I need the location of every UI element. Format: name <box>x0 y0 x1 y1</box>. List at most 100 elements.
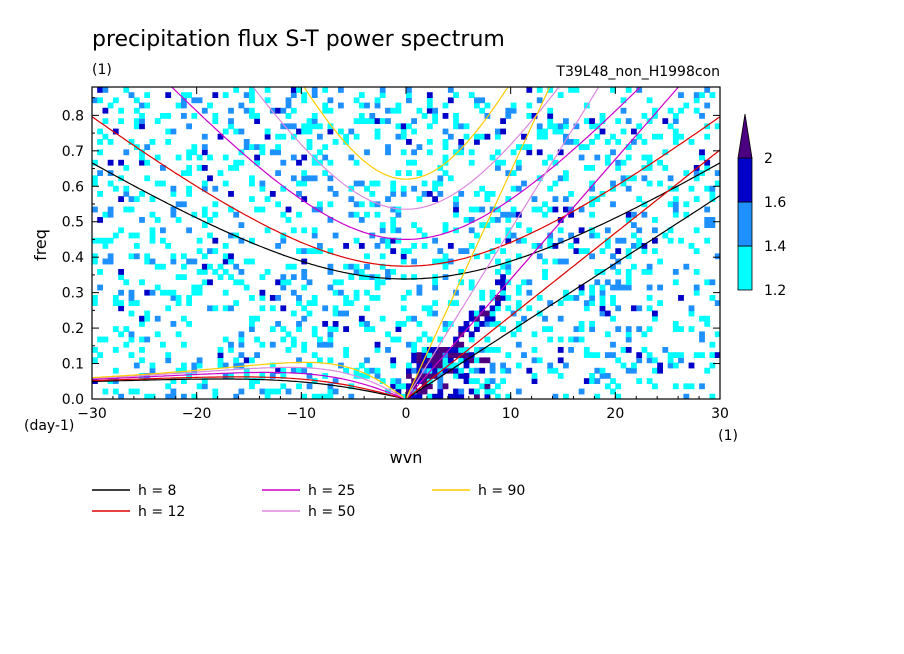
heat-cell <box>311 123 318 130</box>
heat-cell <box>604 352 611 358</box>
heat-cell <box>505 352 512 358</box>
heat-cell <box>207 279 213 286</box>
heat-cell <box>594 269 601 275</box>
heat-cell <box>348 274 355 280</box>
heat-cell <box>301 347 308 353</box>
heat-cell <box>599 373 606 379</box>
y-tick-label: 0.0 <box>62 392 84 408</box>
heat-cell <box>348 128 355 135</box>
heat-cell <box>332 310 339 317</box>
heat-cell <box>338 128 344 135</box>
heat-cell <box>228 253 234 260</box>
heat-cell <box>97 284 103 291</box>
heat-cell <box>222 92 229 98</box>
heat-cell <box>693 289 700 296</box>
heat-cell <box>181 263 187 270</box>
heat-cell <box>238 388 245 395</box>
heat-cell <box>343 347 349 353</box>
heat-cell <box>447 87 454 93</box>
heat-cell <box>453 227 459 234</box>
heat-cell <box>332 305 339 312</box>
heat-cell <box>604 373 611 379</box>
heat-cell <box>170 185 177 192</box>
heat-cell <box>447 133 454 140</box>
heat-cell <box>133 107 140 114</box>
heat-cell <box>290 289 297 296</box>
heat-cell <box>118 331 124 338</box>
curve-kelvin-h12 <box>405 149 720 399</box>
heat-cell <box>563 295 569 301</box>
heat-cell <box>489 347 496 353</box>
heat-cell <box>468 331 475 338</box>
heat-cell <box>306 118 313 124</box>
heat-cell <box>301 92 308 98</box>
heat-cell <box>212 248 219 254</box>
heat-cell <box>479 222 486 228</box>
heat-cell <box>201 211 208 218</box>
heat-cell <box>500 118 506 124</box>
heat-cell <box>505 232 512 239</box>
heat-cell <box>531 378 538 384</box>
heat-cell <box>228 107 234 114</box>
heat-cell <box>385 269 391 275</box>
heat-cell <box>233 393 240 399</box>
heat-cell <box>636 196 643 202</box>
heat-cell <box>636 352 643 358</box>
colorbar-segment <box>737 245 753 291</box>
heat-cell <box>442 352 449 358</box>
heat-cell <box>557 237 564 244</box>
heat-cell <box>379 227 386 234</box>
heat-cell <box>426 378 433 384</box>
heat-cell <box>92 180 98 187</box>
heat-cell <box>249 87 255 93</box>
heat-cell <box>484 321 491 327</box>
heat-cell <box>317 159 323 166</box>
heat-cell <box>468 243 475 249</box>
heat-cell <box>646 284 653 291</box>
heat-cell <box>625 253 632 260</box>
heat-cell <box>714 170 720 176</box>
heat-cell <box>563 139 569 145</box>
heat-cell <box>484 253 491 260</box>
heat-cell <box>233 87 240 93</box>
heat-cell <box>453 362 459 369</box>
heat-cell <box>646 154 653 161</box>
heat-cell <box>254 206 260 213</box>
heat-cell <box>112 97 119 104</box>
heat-cell <box>495 305 501 312</box>
heat-cell <box>688 310 695 317</box>
heat-cell <box>557 128 564 135</box>
heat-cell <box>610 149 616 156</box>
heat-cell <box>646 263 653 270</box>
heat-cell <box>186 154 192 161</box>
heat-cell <box>343 263 349 270</box>
heat-cell <box>458 248 465 254</box>
heat-cell <box>421 352 428 358</box>
heat-cell <box>144 310 151 317</box>
heat-cell <box>442 357 449 364</box>
heat-cell <box>264 393 271 399</box>
heat-cell <box>264 133 271 140</box>
heat-cell <box>181 393 187 399</box>
heat-cell <box>275 201 281 208</box>
heat-cell <box>563 258 569 265</box>
heat-cell <box>432 258 438 265</box>
heat-cell <box>374 97 381 104</box>
heat-cell <box>296 128 302 135</box>
heat-cell <box>165 92 172 98</box>
heat-cell <box>228 305 234 312</box>
heat-cell <box>160 165 166 171</box>
heat-cell <box>709 196 716 202</box>
heat-cell <box>563 118 569 124</box>
heat-cell <box>269 362 276 369</box>
heat-cell <box>154 284 161 291</box>
heat-cell <box>186 258 192 265</box>
heat-cell <box>693 107 700 114</box>
heat-cell <box>275 279 281 286</box>
heat-cell <box>458 373 465 379</box>
heat-cell <box>583 118 590 124</box>
heat-cell <box>672 326 679 332</box>
heat-cell <box>385 331 391 338</box>
heat-cell <box>578 206 585 213</box>
colorbar-segment <box>737 201 753 247</box>
